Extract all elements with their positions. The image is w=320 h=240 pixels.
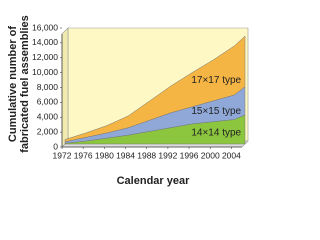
y-tick-label: 2,000 [37, 126, 59, 136]
side-wall [61, 27, 69, 148]
x-tick-label: 2000 [201, 150, 220, 160]
x-tick-label: 1972 [53, 150, 72, 160]
series-label: 17×17 type [191, 75, 241, 86]
series-label: 14×14 type [191, 127, 241, 138]
x-tick-label: 1984 [116, 150, 135, 160]
y-label-line: Cumulative number of [7, 26, 19, 142]
x-tick-label: 1992 [158, 150, 177, 160]
y-tick-label: 12,000 [32, 52, 58, 62]
x-tick-label: 1996 [180, 150, 199, 160]
series-label: 15×15 type [191, 106, 241, 117]
chart: Cumulative number of fabricated fuel ass… [7, 15, 249, 187]
x-tick-label: 1980 [95, 150, 114, 160]
y-tick-label: 0 [53, 141, 58, 151]
y-tick-label: 16,000 [32, 22, 58, 32]
x-tick-label: 1976 [74, 150, 93, 160]
x-tick-label: 2004 [222, 150, 241, 160]
y-axis-title: Cumulative number of fabricated fuel ass… [7, 15, 31, 153]
y-tick-label: 8,000 [37, 82, 59, 92]
y-tick-label: 14,000 [32, 37, 58, 47]
y-tick-label: 6,000 [37, 97, 59, 107]
area [64, 35, 246, 143]
x-tick-label: 1988 [137, 150, 156, 160]
y-tick-label: 10,000 [32, 67, 58, 77]
y-tick-label: 4,000 [37, 112, 59, 122]
x-axis-title: Calendar year [117, 175, 190, 187]
y-label-line: fabricated fuel assemblies [19, 15, 31, 153]
